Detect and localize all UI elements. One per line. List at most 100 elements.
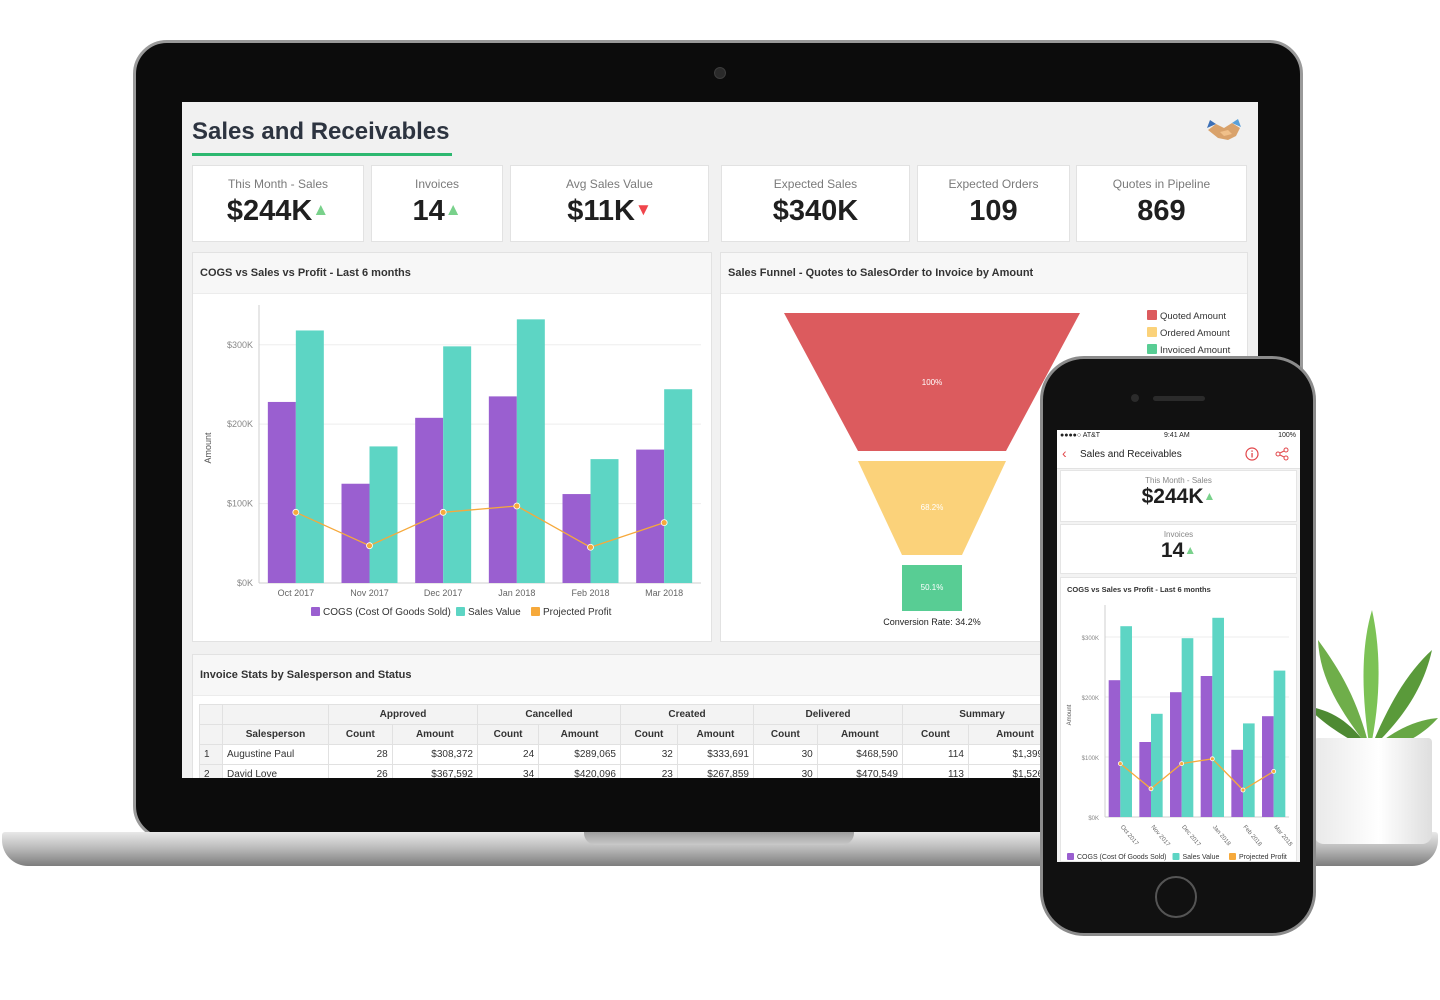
phone-kpi-invoices[interactable]: Invoices 14▲ (1060, 524, 1297, 574)
sales-funnel-chart: 100% Quoted Amount 68.2% Ordered Amount 50.1… (784, 310, 1231, 627)
trend-up-icon: ▲ (444, 200, 462, 219)
bar-sales-value (590, 459, 619, 583)
table-cell: 26 (328, 764, 393, 778)
dashboard-title: Sales and Receivables (192, 118, 450, 145)
panel-title: Sales Funnel - Quotes to SalesOrder to I… (721, 253, 1247, 294)
table-cell: 32 (620, 744, 678, 765)
kpi-value: $244K▲ (1141, 485, 1216, 508)
legend-label: Projected Profit (543, 607, 612, 618)
kpi-card-expected-orders[interactable]: Expected Orders 109 (917, 165, 1070, 242)
x-tick-label: Oct 2017 (1119, 824, 1140, 847)
bar-cogs (415, 417, 444, 583)
y-tick-label: $0K (1088, 816, 1099, 822)
table-row[interactable]: 2 David Love 26 $367,592 34 $420,096 23 … (199, 764, 1063, 778)
bar-cogs (341, 483, 370, 583)
x-tick-label: Dec 2017 (1180, 824, 1202, 848)
table-group-header[interactable]: Cancelled (477, 704, 621, 725)
phone-camera (1131, 394, 1139, 402)
table-cell: 114 (902, 744, 969, 765)
laptop-camera (714, 67, 726, 79)
legend-label: Projected Profit (1239, 854, 1287, 861)
cogs-chart-panel: COGS vs Sales vs Profit - Last 6 months … (192, 252, 712, 642)
legend-swatch (1067, 853, 1074, 860)
bar-sales-value (1120, 626, 1132, 817)
profit-point (660, 519, 668, 527)
table-header-amount[interactable]: Amount (391, 724, 479, 745)
x-tick-label: Nov 2017 (350, 588, 389, 598)
kpi-value: 14▲ (412, 195, 462, 227)
phone-screen: ●●●●○ AT&T 9:41 AM 100% ‹ Sales and Rece… (1057, 430, 1300, 862)
table-cell: 34 (476, 764, 540, 778)
table-group-header[interactable]: Created (620, 704, 754, 725)
legend-swatch (456, 607, 465, 616)
funnel-stage-ordered (858, 461, 1006, 555)
y-tick-label: $100K (227, 499, 253, 509)
phone-nav-bar: ‹ Sales and Receivables (1057, 442, 1300, 469)
kpi-card-quotes-in-pipeline[interactable]: Quotes in Pipeline 869 (1076, 165, 1247, 242)
kpi-card-avg-sales-value[interactable]: Avg Sales Value $11K▼ (510, 165, 709, 242)
y-tick-label: $0K (237, 578, 253, 588)
funnel-stage-label: 50.1% (921, 583, 944, 592)
trend-up-icon: ▲ (1184, 543, 1197, 557)
table-header-amount[interactable]: Amount (676, 724, 755, 745)
kpi-card-expected-sales[interactable]: Expected Sales $340K (721, 165, 910, 242)
table-header-count[interactable]: Count (620, 724, 678, 745)
bar-sales-value (1243, 723, 1255, 817)
plant-pot (1314, 738, 1432, 844)
bar-cogs (1139, 742, 1151, 817)
kpi-label: Invoices (1163, 530, 1194, 539)
legend-label: Sales Value (468, 607, 521, 618)
back-chevron-icon[interactable]: ‹ (1062, 445, 1067, 461)
kpi-value: 14▲ (1160, 539, 1197, 562)
x-tick-label: Oct 2017 (278, 588, 315, 598)
table-cell: 28 (328, 744, 393, 765)
x-tick-label: Mar 2018 (645, 588, 683, 598)
table-group-header[interactable]: Delivered (753, 704, 903, 725)
bar-sales-value (516, 319, 545, 583)
x-tick-label: Feb 2018 (571, 588, 609, 598)
cogs-bar-chart: $0K $100K $200K $300K Amount Oct 2017 Nov 2017… (203, 305, 701, 618)
kpi-value: $11K▼ (567, 195, 652, 227)
table-corner-cell (199, 704, 223, 725)
phone-kpi-this-month-sales[interactable]: This Month - Sales $244K▲ (1060, 470, 1297, 522)
kpi-label: Quotes in Pipeline (1112, 177, 1211, 191)
kpi-label: Avg Sales Value (566, 177, 653, 191)
legend-label: COGS (Cost Of Goods Sold) (323, 607, 451, 618)
kpi-card-this-month-sales[interactable]: This Month - Sales $244K▲ (192, 165, 364, 242)
table-header-count[interactable]: Count (328, 724, 393, 745)
table-header-amount[interactable]: Amount (538, 724, 621, 745)
status-battery: 100% (1278, 432, 1296, 439)
x-tick-label: Jan 2018 (498, 588, 535, 598)
status-time: 9:41 AM (1164, 432, 1190, 439)
kpi-label: Invoices (414, 177, 460, 191)
phone-chart-title: COGS vs Sales vs Profit - Last 6 months (1067, 585, 1211, 594)
phone-chart-panel: COGS vs Sales vs Profit - Last 6 months … (1060, 577, 1297, 862)
table-corner-cell (199, 724, 223, 745)
info-icon[interactable] (1245, 447, 1259, 461)
profit-point (1148, 786, 1154, 792)
y-tick-label: $100K (1082, 756, 1099, 762)
bar-sales-value (1273, 670, 1286, 817)
legend-swatch (1147, 327, 1157, 337)
phone-home-button[interactable] (1155, 876, 1197, 918)
table-header-count[interactable]: Count (476, 724, 540, 745)
table-cell: $468,590 (816, 744, 904, 765)
trend-up-icon: ▲ (1203, 489, 1216, 503)
table-row[interactable]: 1 Augustine Paul 28 $308,372 24 $289,065… (199, 744, 1063, 765)
kpi-card-invoices[interactable]: Invoices 14▲ (371, 165, 503, 242)
legend-swatch (1229, 853, 1236, 860)
table-header-count[interactable]: Count (902, 724, 969, 745)
table-header-amount[interactable]: Amount (816, 724, 904, 745)
bar-cogs (1108, 680, 1121, 817)
table-header-count[interactable]: Count (753, 724, 818, 745)
legend-label: Sales Value (1183, 854, 1220, 861)
funnel-stage-label: 68.2% (921, 503, 944, 512)
bar-sales-value (1181, 638, 1194, 817)
share-icon[interactable] (1275, 447, 1289, 461)
panel-title: COGS vs Sales vs Profit - Last 6 months (193, 253, 711, 294)
y-tick-label: $200K (227, 419, 253, 429)
table-group-header[interactable]: Summary (902, 704, 1062, 725)
table-header-salesperson[interactable]: Salesperson (222, 724, 329, 745)
bar-sales-value (369, 446, 398, 583)
table-group-header[interactable]: Approved (328, 704, 478, 725)
